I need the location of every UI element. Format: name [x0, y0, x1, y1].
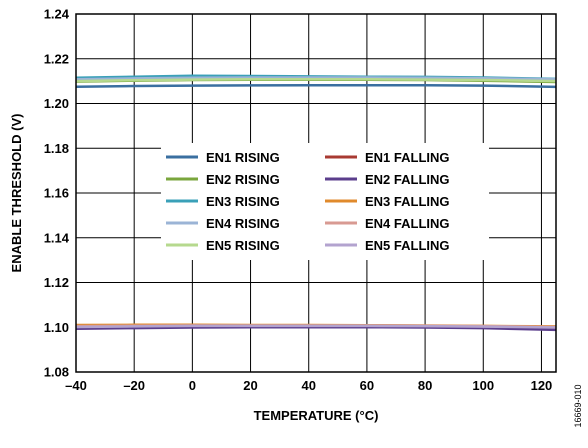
- y-axis-ticks: 1.08 1.10 1.12 1.14 1.16 1.18 1.20 1.22 1.24: [44, 7, 70, 380]
- x-tick-label: 0: [189, 378, 196, 393]
- series-line-en5-falling: [75, 324, 557, 329]
- x-tick-label: 40: [301, 378, 315, 393]
- series-line-en1-rising: [75, 83, 557, 89]
- legend-label: EN3 RISING: [206, 194, 280, 209]
- figure-id: 16669-010: [573, 384, 583, 427]
- series-line-en5-rising: [75, 78, 557, 83]
- legend-label: EN1 FALLING: [365, 150, 450, 165]
- y-tick-label: 1.18: [44, 141, 69, 156]
- series-line-en4-rising: [75, 76, 557, 81]
- legend-label: EN5 RISING: [206, 238, 280, 253]
- legend-label: EN3 FALLING: [365, 194, 450, 209]
- x-tick-label: 100: [472, 378, 494, 393]
- series-line-en2-falling: [75, 325, 557, 332]
- x-axis-ticks: –40 –20 0 20 40 60 80 100 120: [65, 378, 552, 393]
- legend-label: EN2 RISING: [206, 172, 280, 187]
- y-tick-label: 1.12: [44, 275, 69, 290]
- y-tick-label: 1.10: [44, 320, 69, 335]
- x-tick-label: 80: [418, 378, 432, 393]
- legend-label: EN4 FALLING: [365, 216, 450, 231]
- legend: EN1 RISING EN2 RISING EN3 RISING EN4 RISING…: [166, 150, 450, 253]
- legend-label: EN1 RISING: [206, 150, 280, 165]
- series-lines: [75, 74, 557, 332]
- y-tick-label: 1.14: [44, 230, 70, 245]
- legend-label: EN5 FALLING: [365, 238, 450, 253]
- plot-border: [75, 13, 557, 373]
- y-tick-label: 1.20: [44, 96, 69, 111]
- x-tick-label: 60: [360, 378, 374, 393]
- y-tick-label: 1.22: [44, 51, 69, 66]
- x-tick-label: –20: [123, 378, 145, 393]
- x-tick-label: –40: [65, 378, 87, 393]
- y-axis-title: ENABLE THRESHOLD (V): [9, 114, 24, 273]
- x-tick-label: 20: [243, 378, 257, 393]
- x-tick-label: 120: [531, 378, 553, 393]
- legend-label: EN4 RISING: [206, 216, 280, 231]
- y-tick-label: 1.24: [44, 7, 70, 22]
- y-tick-label: 1.08: [44, 365, 69, 380]
- legend-label: EN2 FALLING: [365, 172, 450, 187]
- y-tick-label: 1.16: [44, 186, 69, 201]
- x-axis-title: TEMPERATURE (°C): [254, 408, 379, 423]
